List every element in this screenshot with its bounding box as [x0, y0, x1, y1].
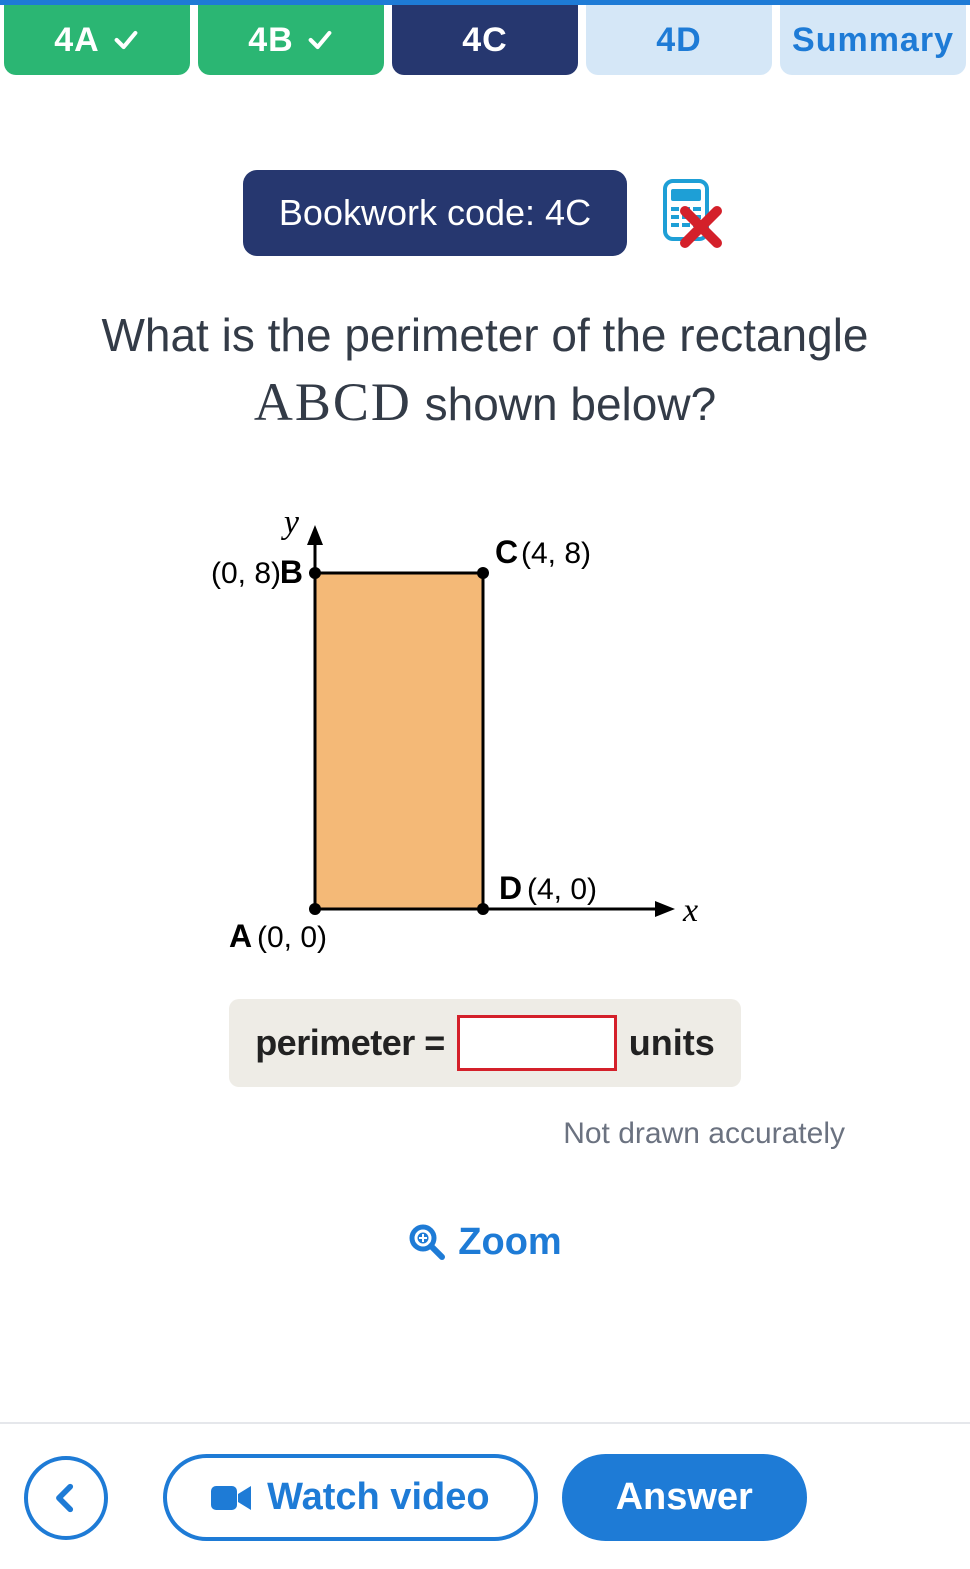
video-icon [211, 1483, 251, 1513]
svg-text:(4, 0): (4, 0) [527, 873, 597, 906]
watch-video-label: Watch video [267, 1476, 489, 1519]
rectangle-diagram: y x B (0, 8) C (4, 8) D (4, 0) A (0, 0) [205, 509, 765, 969]
tab-label: Summary [792, 21, 954, 60]
zoom-label: Zoom [458, 1221, 561, 1264]
no-calculator-icon [655, 177, 727, 249]
tab-label: 4B [248, 21, 293, 60]
svg-text:D: D [499, 870, 522, 906]
answer-inner: perimeter = units [229, 999, 741, 1087]
zoom-icon [408, 1223, 446, 1261]
zoom-button[interactable]: Zoom [0, 1221, 970, 1264]
answer-row: perimeter = units [0, 999, 970, 1087]
check-icon [306, 26, 334, 54]
bookwork-badge: Bookwork code: 4C [243, 170, 627, 256]
check-icon [112, 26, 140, 54]
perimeter-input[interactable] [457, 1015, 617, 1071]
not-drawn-note: Not drawn accurately [125, 1117, 845, 1151]
tabs-row: 4A 4B 4C 4D Summary [0, 5, 970, 75]
bookwork-row: Bookwork code: 4C [0, 170, 970, 256]
perimeter-label: perimeter = [255, 1022, 445, 1064]
watch-video-button[interactable]: Watch video [163, 1454, 537, 1541]
svg-text:B: B [280, 554, 303, 590]
answer-button-label: Answer [616, 1476, 753, 1518]
chevron-left-icon [49, 1481, 83, 1515]
svg-text:y: y [281, 509, 300, 541]
tab-label: 4A [54, 21, 99, 60]
figure-container: y x B (0, 8) C (4, 8) D (4, 0) A (0, 0) [0, 509, 970, 969]
svg-text:(0, 0): (0, 0) [257, 921, 327, 954]
tab-label: 4D [656, 21, 701, 60]
svg-text:(0, 8): (0, 8) [211, 557, 281, 590]
svg-text:(4, 8): (4, 8) [521, 537, 591, 570]
svg-text:x: x [682, 892, 698, 929]
units-label: units [629, 1022, 715, 1064]
question-line1: What is the perimeter of the rectangle [101, 309, 868, 361]
tab-4a[interactable]: 4A [4, 5, 190, 75]
back-button[interactable] [24, 1456, 108, 1540]
svg-text:A: A [229, 918, 252, 954]
tab-label: 4C [462, 21, 507, 60]
question-text: What is the perimeter of the rectangle A… [0, 304, 970, 439]
question-abcd: ABCD [254, 372, 412, 432]
tab-4d[interactable]: 4D [586, 5, 772, 75]
tab-4b[interactable]: 4B [198, 5, 384, 75]
bottom-bar: Watch video Answer [0, 1422, 970, 1541]
svg-text:C: C [495, 534, 518, 570]
answer-button[interactable]: Answer [562, 1454, 807, 1541]
tab-summary[interactable]: Summary [780, 5, 966, 75]
tab-4c[interactable]: 4C [392, 5, 578, 75]
question-line2: shown below? [412, 378, 716, 430]
